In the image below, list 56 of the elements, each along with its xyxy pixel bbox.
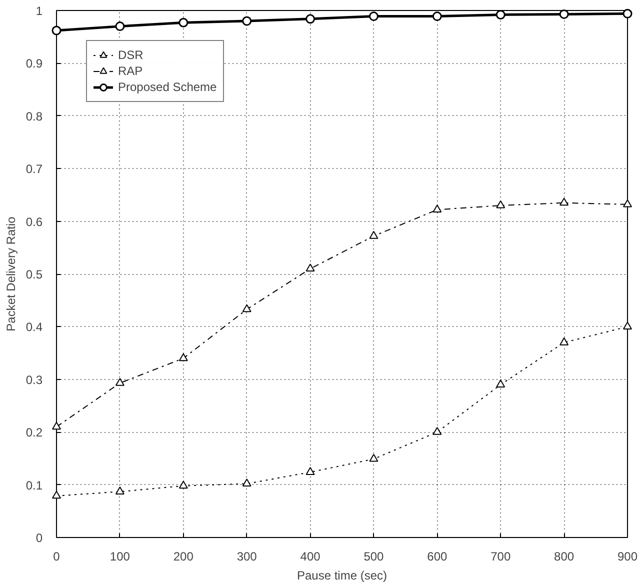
point	[432, 204, 442, 213]
x-tick-label: 400	[300, 550, 321, 564]
x-tick-label: 200	[173, 550, 194, 564]
point	[560, 337, 569, 346]
point	[306, 264, 315, 272]
y-tick-label: 0.3	[26, 372, 43, 387]
point	[242, 478, 252, 487]
point	[432, 12, 442, 22]
y-tick-label: 0.9	[26, 56, 43, 71]
x-tick-label: 600	[427, 550, 448, 564]
y-tick-label: 0.8	[26, 109, 43, 124]
x-tick-label: 300	[236, 550, 258, 564]
x-tick-label: 800	[554, 550, 574, 564]
point	[178, 18, 188, 28]
x-axis-title: Pause time (sec)	[296, 568, 388, 582]
point	[306, 467, 315, 475]
y-tick-label: 0.7	[26, 162, 43, 176]
point	[369, 454, 378, 462]
legend-label: DSR	[118, 47, 144, 63]
point	[115, 22, 125, 32]
point	[178, 480, 188, 489]
point	[52, 490, 61, 499]
x-tick-label: 0	[53, 550, 60, 564]
point	[496, 10, 506, 20]
y-tick-label: 0.1	[26, 478, 43, 492]
y-tick-label: 0.4	[26, 320, 43, 334]
point	[623, 322, 632, 330]
point	[368, 12, 378, 22]
point	[559, 9, 569, 19]
point	[178, 353, 188, 362]
point	[432, 426, 442, 435]
y-tick-label: 1	[36, 4, 43, 18]
point	[52, 26, 62, 36]
y-tick-label: 0.6	[26, 214, 43, 229]
point	[623, 199, 632, 208]
x-tick-label: 700	[490, 550, 511, 564]
point	[242, 16, 252, 26]
x-tick-label: 500	[364, 550, 384, 564]
point	[115, 486, 124, 494]
point	[622, 8, 632, 18]
y-tick-label: 0	[36, 531, 43, 545]
point	[52, 422, 61, 430]
y-tick-label: 0.5	[26, 268, 43, 282]
point	[242, 304, 252, 312]
point	[306, 14, 316, 24]
legend-label: RAP	[118, 63, 143, 79]
y-tick-label: 0.2	[26, 426, 43, 440]
x-tick-label: 100	[110, 550, 130, 564]
x-tick-label: 900	[617, 550, 638, 564]
point	[369, 230, 378, 239]
point	[496, 200, 506, 208]
point	[115, 378, 124, 386]
point	[560, 198, 569, 206]
y-axis-title: Packet Delivery Ratio	[4, 216, 18, 332]
point	[496, 380, 506, 388]
legend-label: Proposed Scheme	[118, 79, 217, 95]
